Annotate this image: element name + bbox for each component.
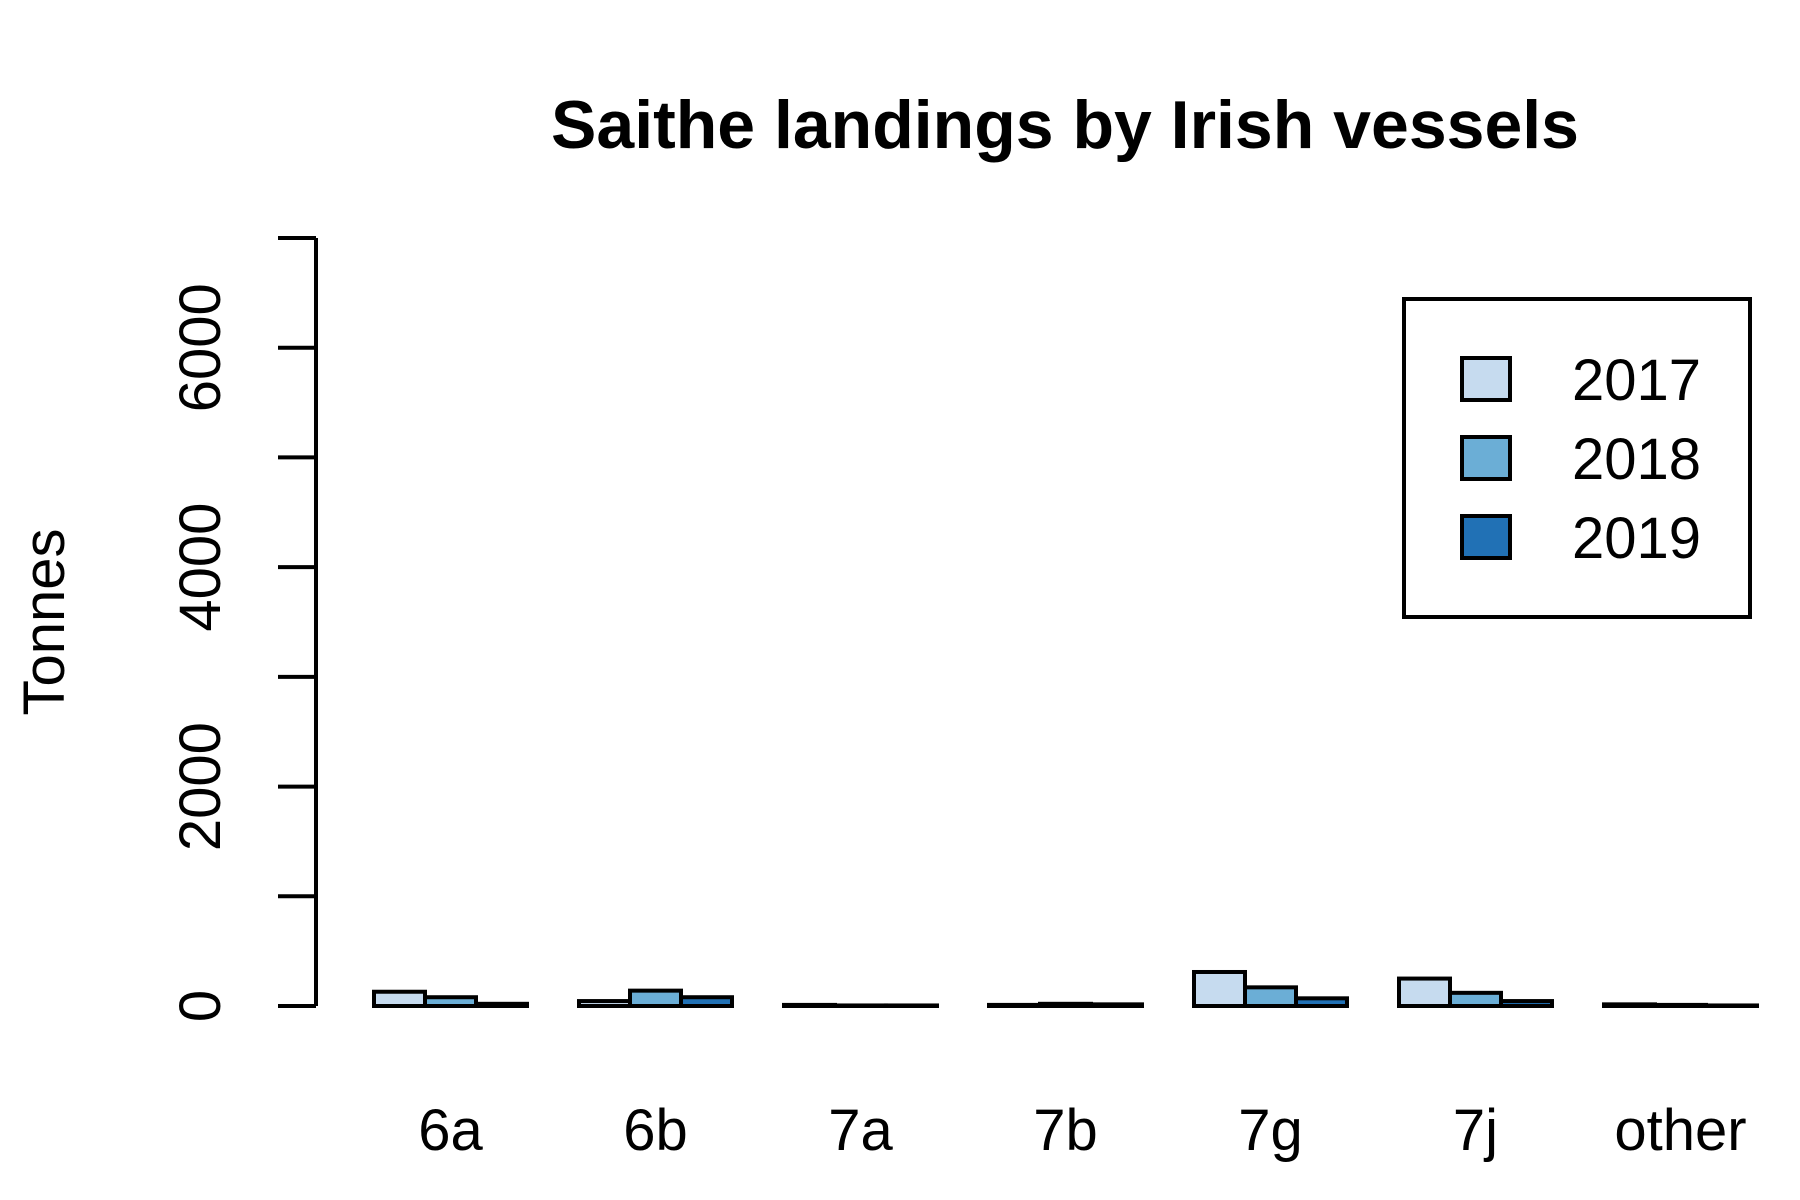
bar-6a-2019 — [474, 1001, 529, 1009]
bar-7j-2017 — [1397, 976, 1452, 1008]
bar-6a-2017 — [372, 989, 427, 1008]
bar-7b-2017 — [987, 1002, 1042, 1008]
y-tick-label: 2000 — [168, 722, 233, 851]
bar-7g-2019 — [1294, 996, 1349, 1009]
legend-swatch-2018 — [1460, 435, 1512, 481]
y-tick-label: 6000 — [168, 283, 233, 412]
bar-7j-2019 — [1499, 999, 1554, 1009]
x-tick-label: 6a — [418, 1098, 483, 1163]
legend-label-2018: 2018 — [1572, 427, 1701, 492]
x-tick-label: 7b — [1033, 1098, 1098, 1163]
y-axis-label: Tonnes — [12, 528, 77, 715]
bar-6b-2019 — [679, 995, 734, 1008]
bar-6b-2017 — [577, 999, 632, 1009]
x-axis-labels: 6a 6b 7a 7b 7g 7j other — [418, 1098, 1746, 1163]
bar-7g-2018 — [1243, 985, 1298, 1008]
x-tick-label: 7a — [828, 1098, 893, 1163]
bar-6b-2018 — [628, 988, 683, 1009]
bar-7b-2018 — [1038, 1001, 1093, 1009]
bar-other-2017 — [1602, 1002, 1657, 1009]
bars-layer — [372, 969, 1759, 1009]
bar-7a-2018 — [833, 1003, 888, 1008]
legend-swatch-2019 — [1460, 514, 1512, 560]
bar-7j-2018 — [1448, 990, 1503, 1009]
bar-other-2018 — [1653, 1002, 1708, 1008]
x-tick-label: 7j — [1453, 1098, 1498, 1163]
y-tick-label: 4000 — [168, 503, 233, 632]
y-tick-label: 0 — [168, 990, 233, 1022]
bar-7g-2017 — [1192, 969, 1247, 1009]
legend: 2017 2018 2019 — [1402, 297, 1752, 619]
x-tick-label: other — [1614, 1098, 1746, 1163]
bar-6a-2018 — [423, 995, 478, 1008]
legend-label-2019: 2019 — [1572, 506, 1701, 571]
legend-swatch-2017 — [1460, 356, 1512, 402]
bar-other-2019 — [1704, 1003, 1759, 1008]
y-axis: 0 2000 4000 6000 — [168, 236, 318, 1022]
chart-title: Saithe landings by Irish vessels — [551, 87, 1579, 163]
legend-label-2017: 2017 — [1572, 348, 1701, 413]
x-tick-label: 6b — [623, 1098, 688, 1163]
bar-7b-2019 — [1089, 1002, 1144, 1009]
x-tick-label: 7g — [1238, 1098, 1303, 1163]
bar-7a-2017 — [782, 1002, 837, 1008]
bar-7a-2019 — [884, 1003, 939, 1008]
